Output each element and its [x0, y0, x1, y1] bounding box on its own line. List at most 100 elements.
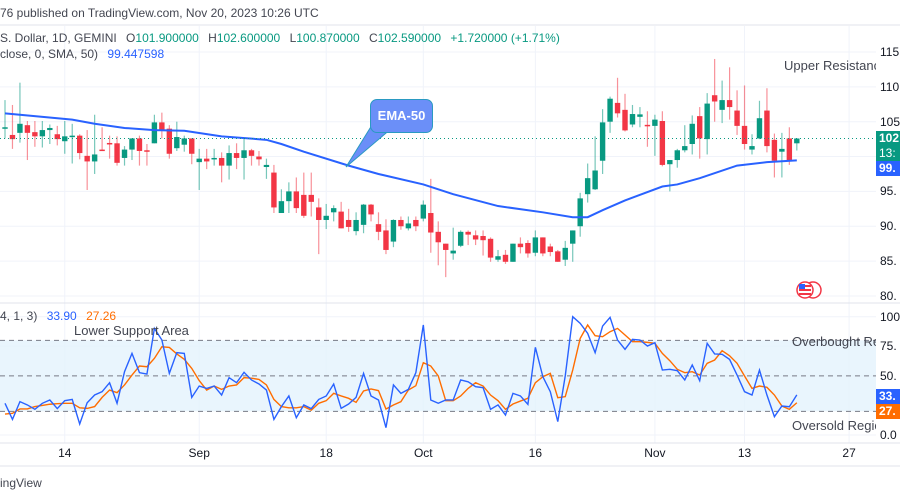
candle-body	[547, 246, 554, 253]
candle-body	[189, 138, 195, 154]
candle-body	[719, 100, 725, 110]
candle-body	[84, 155, 90, 162]
price-tick-label: 105	[880, 114, 900, 129]
sma-price-tag: 99.	[876, 161, 900, 176]
candle	[248, 148, 255, 166]
candle	[308, 172, 314, 217]
upper-resistance-note[interactable]: Upper Resistance	[784, 58, 876, 73]
candle-body	[697, 116, 703, 139]
candle-body	[592, 170, 598, 190]
candle	[47, 124, 53, 145]
candle	[637, 107, 643, 128]
candle-body	[562, 247, 568, 260]
tradingview-brand[interactable]: ingView	[0, 476, 42, 490]
candle-body	[764, 110, 770, 147]
candle	[2, 100, 8, 139]
stoch-tick-label: 50.	[880, 368, 897, 383]
candle	[622, 93, 628, 132]
candle-body	[136, 138, 143, 151]
close-value: 102.590000	[377, 31, 442, 45]
candle-body	[532, 237, 539, 253]
candle-body	[353, 219, 359, 232]
oversold-note[interactable]: Oversold Region	[792, 418, 876, 433]
candle-body	[726, 100, 733, 108]
candle	[487, 237, 494, 262]
candle-body	[607, 98, 613, 122]
candle-body	[166, 128, 173, 154]
candle	[779, 132, 785, 178]
last-price-tag: 102	[876, 131, 900, 146]
candle-body	[114, 143, 120, 163]
candle-body	[338, 211, 344, 229]
candle-body	[644, 124, 651, 127]
candle	[764, 88, 770, 153]
candle-body	[368, 204, 374, 215]
ema-callout[interactable]: EMA-50	[370, 99, 433, 133]
candle-body	[129, 138, 135, 150]
candle	[420, 200, 427, 222]
candle	[301, 172, 307, 218]
candle	[338, 201, 344, 229]
candle	[360, 203, 367, 234]
candle	[278, 189, 285, 214]
candle	[741, 85, 748, 150]
candle-body	[517, 243, 524, 248]
sma-params[interactable]: close, 0, SMA, 50)	[0, 47, 99, 61]
symbol-name[interactable]: S. Dollar, 1D, GEMINI	[0, 31, 117, 45]
candle	[323, 203, 329, 230]
candle-body	[375, 224, 382, 232]
candle-body	[218, 157, 225, 166]
overbought-note[interactable]: Overbought Region	[792, 334, 876, 349]
candle	[689, 115, 695, 155]
change-value: +1.720000 (+1.71%)	[450, 31, 560, 45]
us-flag-icon[interactable]	[796, 281, 822, 299]
candle-body	[345, 219, 352, 227]
candle	[502, 249, 509, 264]
candle	[607, 96, 613, 133]
candle-body	[2, 127, 8, 129]
candle	[472, 230, 479, 246]
candle	[435, 221, 441, 266]
candle	[9, 104, 16, 149]
stoch-d-value: 27.26	[86, 309, 117, 323]
candle-body	[756, 118, 763, 139]
candle	[577, 192, 583, 237]
candle-body	[233, 153, 240, 158]
candle-body	[637, 114, 643, 117]
candle-body	[659, 121, 666, 165]
candle-body	[263, 164, 270, 168]
candle-body	[174, 137, 180, 149]
stoch-k-tag: 33.	[876, 389, 900, 404]
candle-body	[278, 201, 285, 214]
time-tick-label: 27	[842, 446, 856, 460]
lower-support-note[interactable]: Lower Support Area	[74, 323, 189, 338]
candle-body	[674, 150, 680, 161]
time-tick-label: 18	[319, 446, 333, 460]
low-label: L	[289, 31, 297, 45]
candle-body	[121, 149, 128, 158]
candle	[734, 90, 740, 135]
candle-body	[196, 158, 202, 163]
candle-body	[502, 254, 509, 262]
stoch-band-lines	[0, 339, 876, 412]
candle	[77, 134, 83, 160]
candle-body	[69, 135, 75, 138]
candle	[405, 216, 412, 231]
candle	[457, 230, 464, 248]
candle	[786, 127, 793, 165]
price-tick-label: 85.	[880, 254, 897, 269]
candle	[398, 216, 404, 230]
candle	[293, 177, 300, 214]
candle-body	[330, 208, 337, 213]
candle	[174, 121, 180, 151]
stoch-params[interactable]: 4, 1, 3)	[0, 309, 38, 323]
time-tick-label: 13	[737, 446, 752, 460]
candle	[144, 144, 150, 166]
sma50-line	[4, 112, 797, 219]
time-tick-label: 16	[528, 446, 543, 460]
candle	[659, 111, 666, 167]
candle	[592, 136, 598, 191]
candle-body	[652, 119, 658, 126]
sma-legend: close, 0, SMA, 50) 99.447598	[0, 47, 164, 61]
